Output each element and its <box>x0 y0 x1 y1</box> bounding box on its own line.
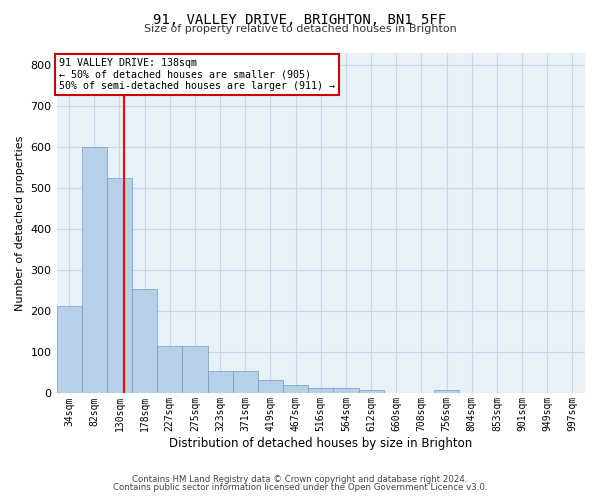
Y-axis label: Number of detached properties: Number of detached properties <box>15 136 25 310</box>
Bar <box>233 371 258 394</box>
Bar <box>56 306 82 394</box>
Bar <box>157 346 182 394</box>
Text: Contains HM Land Registry data © Crown copyright and database right 2024.: Contains HM Land Registry data © Crown c… <box>132 475 468 484</box>
Bar <box>258 380 283 394</box>
Bar <box>182 346 208 394</box>
Bar <box>132 290 157 394</box>
Bar <box>283 385 308 394</box>
Bar <box>208 371 233 394</box>
Text: Contains public sector information licensed under the Open Government Licence v3: Contains public sector information licen… <box>113 484 487 492</box>
Bar <box>334 388 359 394</box>
Text: 91 VALLEY DRIVE: 138sqm
← 50% of detached houses are smaller (905)
50% of semi-d: 91 VALLEY DRIVE: 138sqm ← 50% of detache… <box>59 58 335 91</box>
Bar <box>107 178 132 394</box>
Bar <box>359 390 383 394</box>
Text: Size of property relative to detached houses in Brighton: Size of property relative to detached ho… <box>143 24 457 34</box>
Bar <box>82 147 107 394</box>
X-axis label: Distribution of detached houses by size in Brighton: Distribution of detached houses by size … <box>169 437 472 450</box>
Text: 91, VALLEY DRIVE, BRIGHTON, BN1 5FF: 91, VALLEY DRIVE, BRIGHTON, BN1 5FF <box>154 12 446 26</box>
Bar <box>308 388 334 394</box>
Bar <box>434 390 459 394</box>
